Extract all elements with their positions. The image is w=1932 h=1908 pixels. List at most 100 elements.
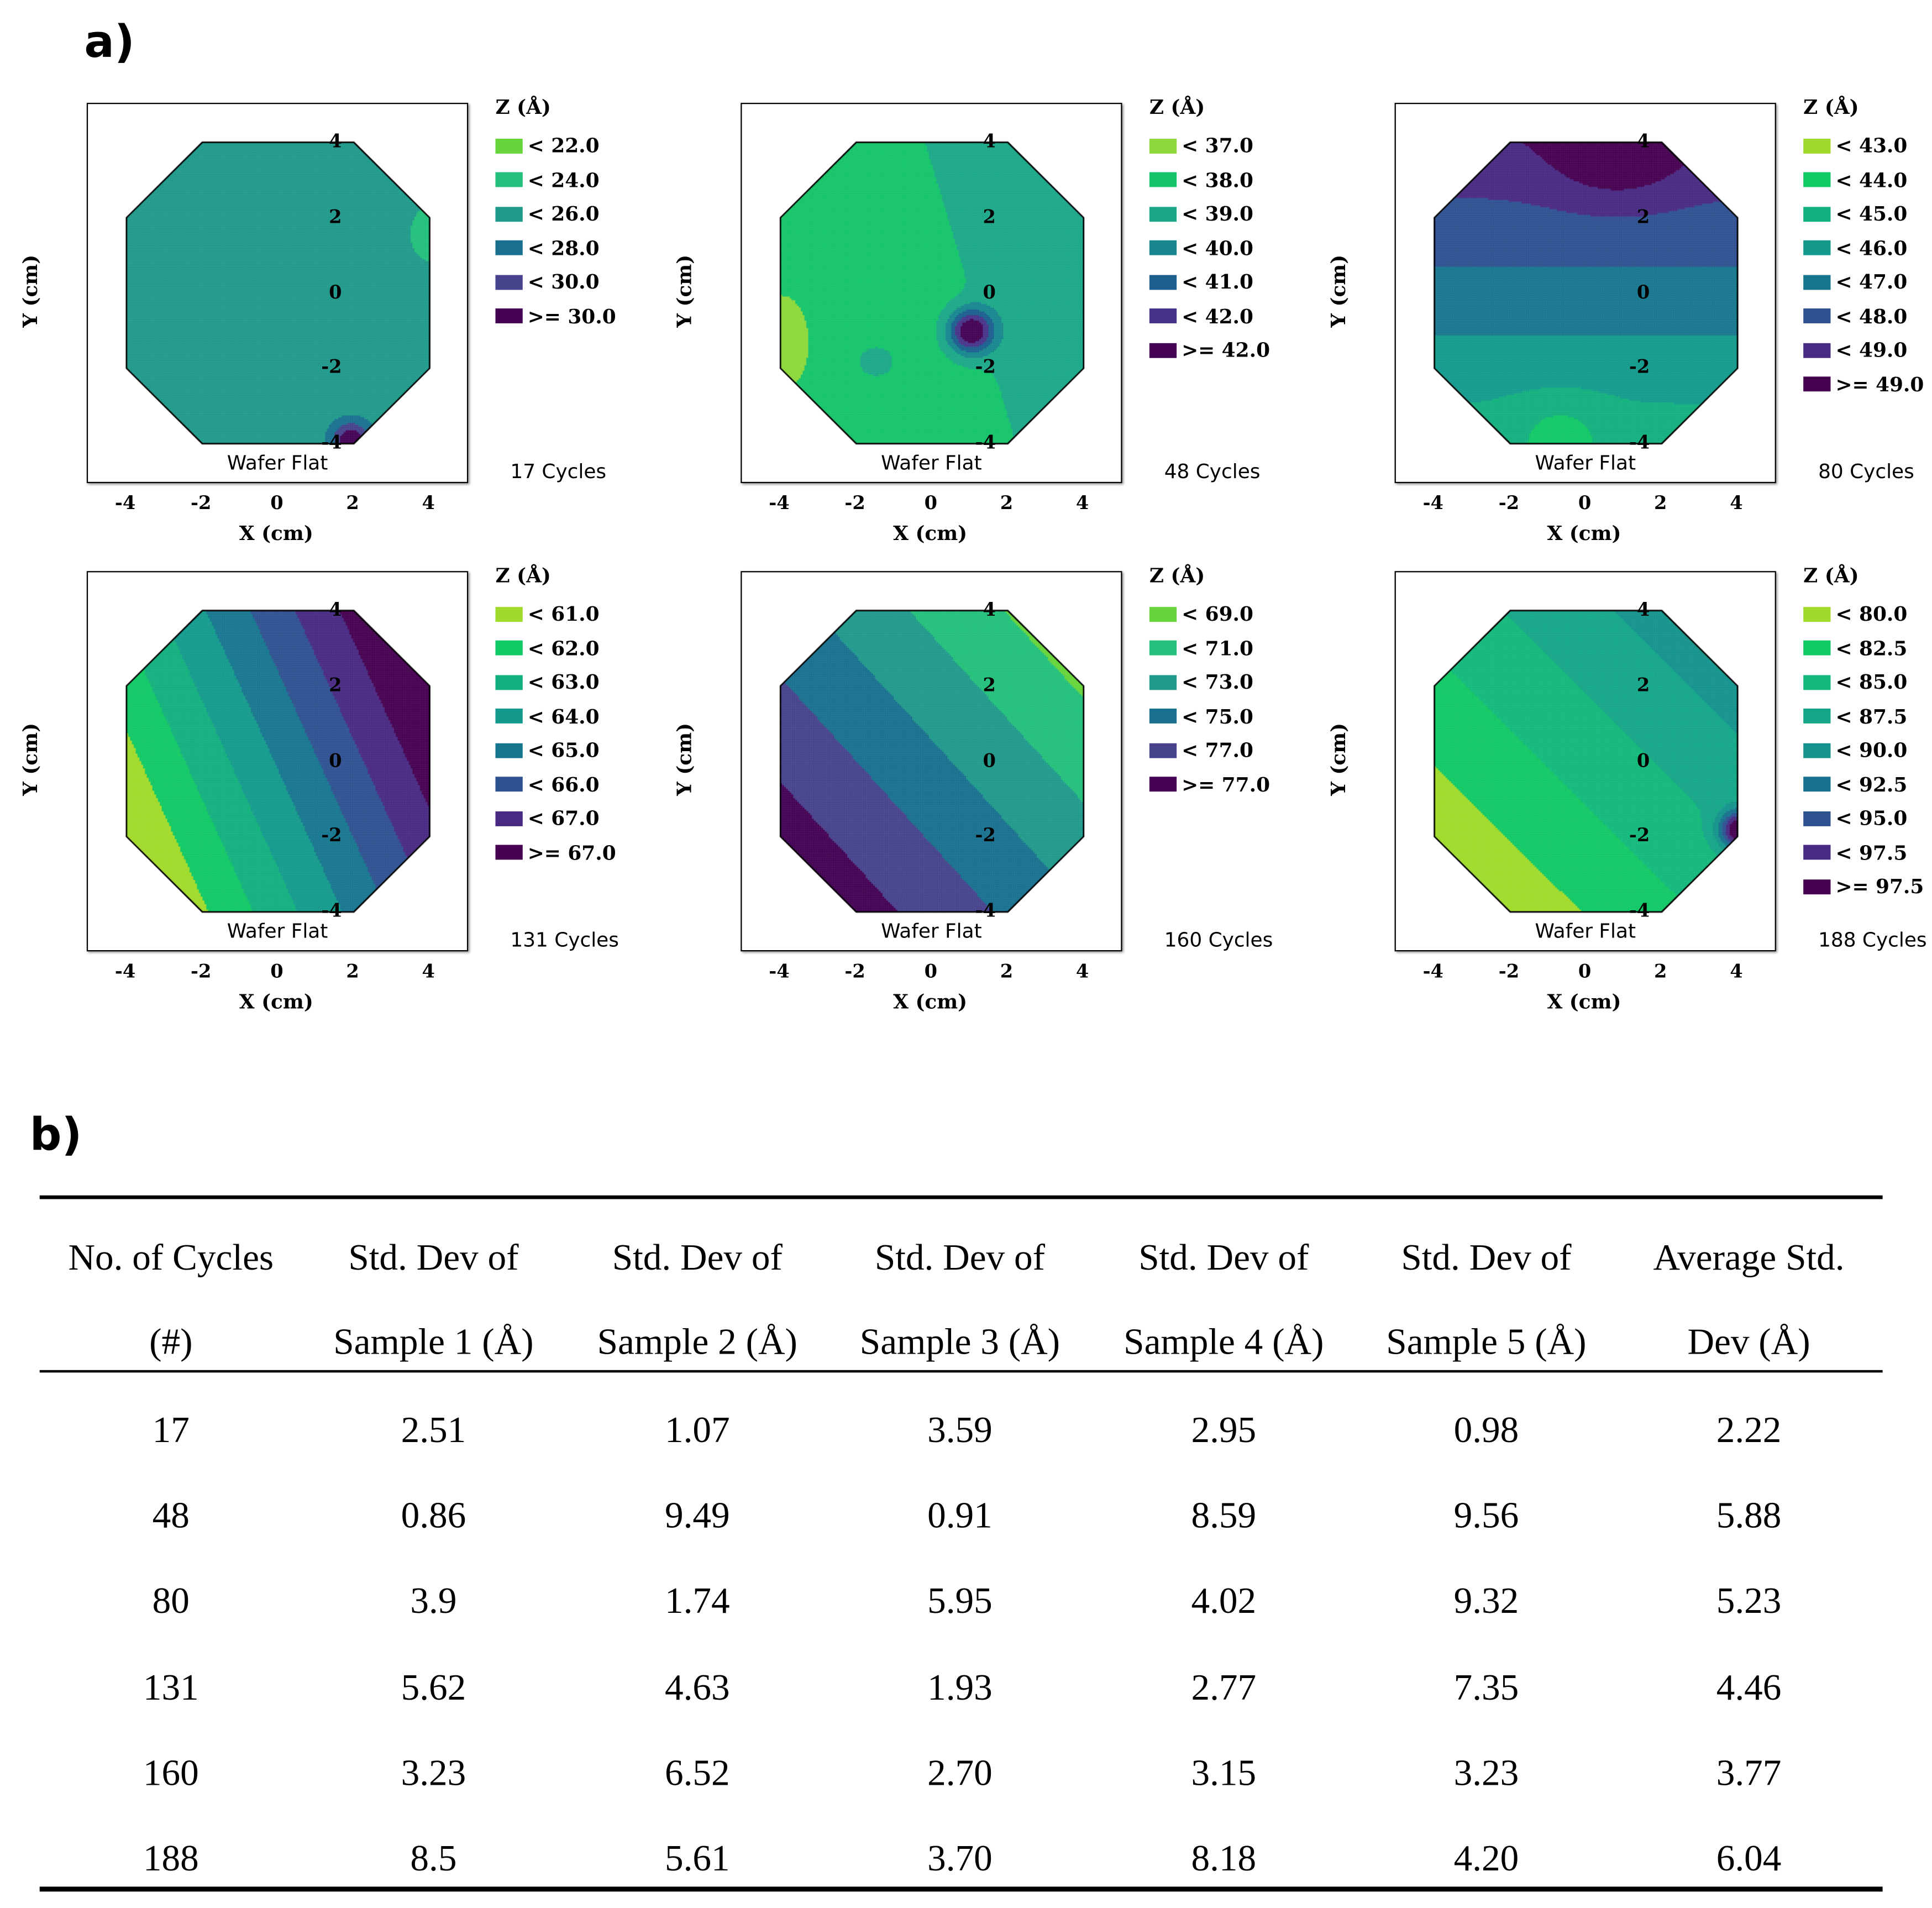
legend-item: < 64.0 xyxy=(495,699,616,733)
table-cell: 7.35 xyxy=(1453,1666,1519,1708)
legend-item: >= 30.0 xyxy=(495,299,616,333)
legend-title: Z (Å) xyxy=(1803,95,1859,119)
x-tick-label: 4 xyxy=(422,960,435,983)
table-cell: 5.61 xyxy=(664,1838,730,1879)
legend-swatch xyxy=(1803,274,1831,290)
legend-swatch xyxy=(1803,606,1831,622)
y-tick-label: -2 xyxy=(1629,355,1650,379)
y-tick-label: 2 xyxy=(329,673,342,696)
x-tick-label: 2 xyxy=(1000,491,1014,515)
legend-label: < 24.0 xyxy=(527,168,600,192)
x-tick-label: 2 xyxy=(1654,960,1667,983)
legend-swatch xyxy=(495,240,523,256)
legend-label: < 49.0 xyxy=(1835,338,1908,362)
column-header: Sample 3 (Å) xyxy=(859,1322,1060,1363)
column-header: Std. Dev of xyxy=(612,1237,783,1278)
wafer-flat-annotation: Wafer Flat xyxy=(881,450,982,475)
legend-label: < 95.0 xyxy=(1835,806,1908,831)
legend-swatch xyxy=(495,274,523,290)
legend-swatch xyxy=(495,308,523,324)
legend-swatch xyxy=(1803,709,1831,724)
table-cell: 4.63 xyxy=(664,1666,730,1708)
legend-label: >= 30.0 xyxy=(527,304,616,328)
column-header: Std. Dev of xyxy=(348,1237,519,1278)
x-tick-label: 2 xyxy=(1654,491,1667,515)
x-tick-label: -4 xyxy=(769,491,790,515)
table-cell: 1.93 xyxy=(927,1666,993,1708)
legend-label: >= 67.0 xyxy=(527,841,616,864)
legend-swatch xyxy=(1149,138,1177,154)
legend-label: < 39.0 xyxy=(1182,202,1253,226)
legend-label: < 26.0 xyxy=(527,202,600,226)
y-axis-label: Y (cm) xyxy=(18,254,43,328)
legend-label: < 48.0 xyxy=(1835,304,1908,328)
legend-item: < 95.0 xyxy=(1803,801,1924,836)
y-tick-label: -4 xyxy=(321,899,342,922)
legend-label: < 22.0 xyxy=(527,134,600,158)
legend-swatch xyxy=(1803,845,1831,860)
legend: Z (Å) < 69.0 < 71.0 < 73.0 < 75.0 < 77.0 >= 77… xyxy=(1149,564,1270,801)
table-cell: 0.98 xyxy=(1453,1409,1519,1451)
legend-swatch xyxy=(495,674,523,690)
legend: Z (Å) < 80.0 < 82.5 < 85.0 < 87.5 < 90.0 < 92.… xyxy=(1803,564,1924,904)
legend-swatch xyxy=(495,845,523,860)
legend-item: < 22.0 xyxy=(495,129,616,163)
legend-label: < 30.0 xyxy=(527,270,600,294)
y-tick-label: 0 xyxy=(329,280,342,303)
legend-swatch xyxy=(1149,674,1177,690)
table-cell: 2.95 xyxy=(1191,1409,1257,1451)
table-cell: 4.02 xyxy=(1191,1581,1257,1622)
table-cell: 3.77 xyxy=(1716,1752,1782,1794)
x-tick-label: -4 xyxy=(1422,960,1443,983)
plot-area: Wafer Flat xyxy=(86,103,469,484)
contour-surface xyxy=(742,572,1121,951)
legend-label: < 38.0 xyxy=(1182,168,1253,192)
legend-swatch xyxy=(1149,343,1177,358)
column-header: Sample 2 (Å) xyxy=(597,1322,797,1363)
y-axis-label: Y (cm) xyxy=(672,722,696,796)
table-cell: 2.22 xyxy=(1716,1409,1782,1451)
contour-map-panel: Wafer Flat -4 -2 0 2 4 4 2 0 -2 -4 X (cm) Y (cm) Z (Å… xyxy=(1326,96,1932,561)
table-bottom-rule xyxy=(39,1886,1883,1892)
table-cell: 3.59 xyxy=(927,1409,993,1451)
table-cell: 0.86 xyxy=(401,1495,466,1537)
legend-swatch xyxy=(1803,641,1831,656)
contour-map-panel: Wafer Flat -4 -2 0 2 4 4 2 0 -2 -4 X (cm) Y (cm) Z (Å… xyxy=(673,96,1384,561)
legend-swatch xyxy=(1803,777,1831,792)
x-tick-label: -4 xyxy=(769,960,790,983)
y-tick-label: 4 xyxy=(983,598,996,621)
table-cell: 188 xyxy=(143,1838,199,1879)
y-tick-label: 2 xyxy=(983,673,996,696)
table-top-rule xyxy=(39,1195,1883,1199)
table-cell: 2.70 xyxy=(927,1752,993,1794)
table-cell: 4.20 xyxy=(1453,1838,1519,1879)
legend-label: < 90.0 xyxy=(1835,738,1908,762)
legend-item: < 77.0 xyxy=(1149,733,1270,768)
legend-item: < 30.0 xyxy=(495,265,616,300)
table-cell: 2.77 xyxy=(1191,1666,1257,1708)
table-cell: 5.88 xyxy=(1716,1495,1782,1537)
wafer-flat-annotation: Wafer Flat xyxy=(881,919,982,943)
cycles-label: 188 Cycles xyxy=(1818,927,1927,952)
x-tick-label: -2 xyxy=(1498,960,1520,983)
legend-item: >= 67.0 xyxy=(495,836,616,870)
y-tick-label: 4 xyxy=(983,130,996,153)
plot-area: Wafer Flat xyxy=(741,103,1122,484)
legend-swatch xyxy=(1803,343,1831,358)
legend-swatch xyxy=(1149,641,1177,656)
plot-area: Wafer Flat xyxy=(1394,571,1776,952)
y-tick-label: 0 xyxy=(983,748,996,772)
legend-item: < 28.0 xyxy=(495,231,616,265)
legend-item: < 80.0 xyxy=(1803,597,1924,631)
x-tick-label: 0 xyxy=(924,960,937,983)
x-axis-label: X (cm) xyxy=(239,521,313,546)
legend-item: < 45.0 xyxy=(1803,197,1924,231)
legend-swatch xyxy=(1803,376,1831,392)
legend-item: < 44.0 xyxy=(1803,163,1924,197)
legend-swatch xyxy=(1803,743,1831,758)
legend-swatch xyxy=(1803,308,1831,324)
legend-swatch xyxy=(495,811,523,826)
wafer-flat-annotation: Wafer Flat xyxy=(1535,450,1636,475)
legend-swatch xyxy=(1149,206,1177,222)
legend-item: >= 97.5 xyxy=(1803,869,1924,904)
